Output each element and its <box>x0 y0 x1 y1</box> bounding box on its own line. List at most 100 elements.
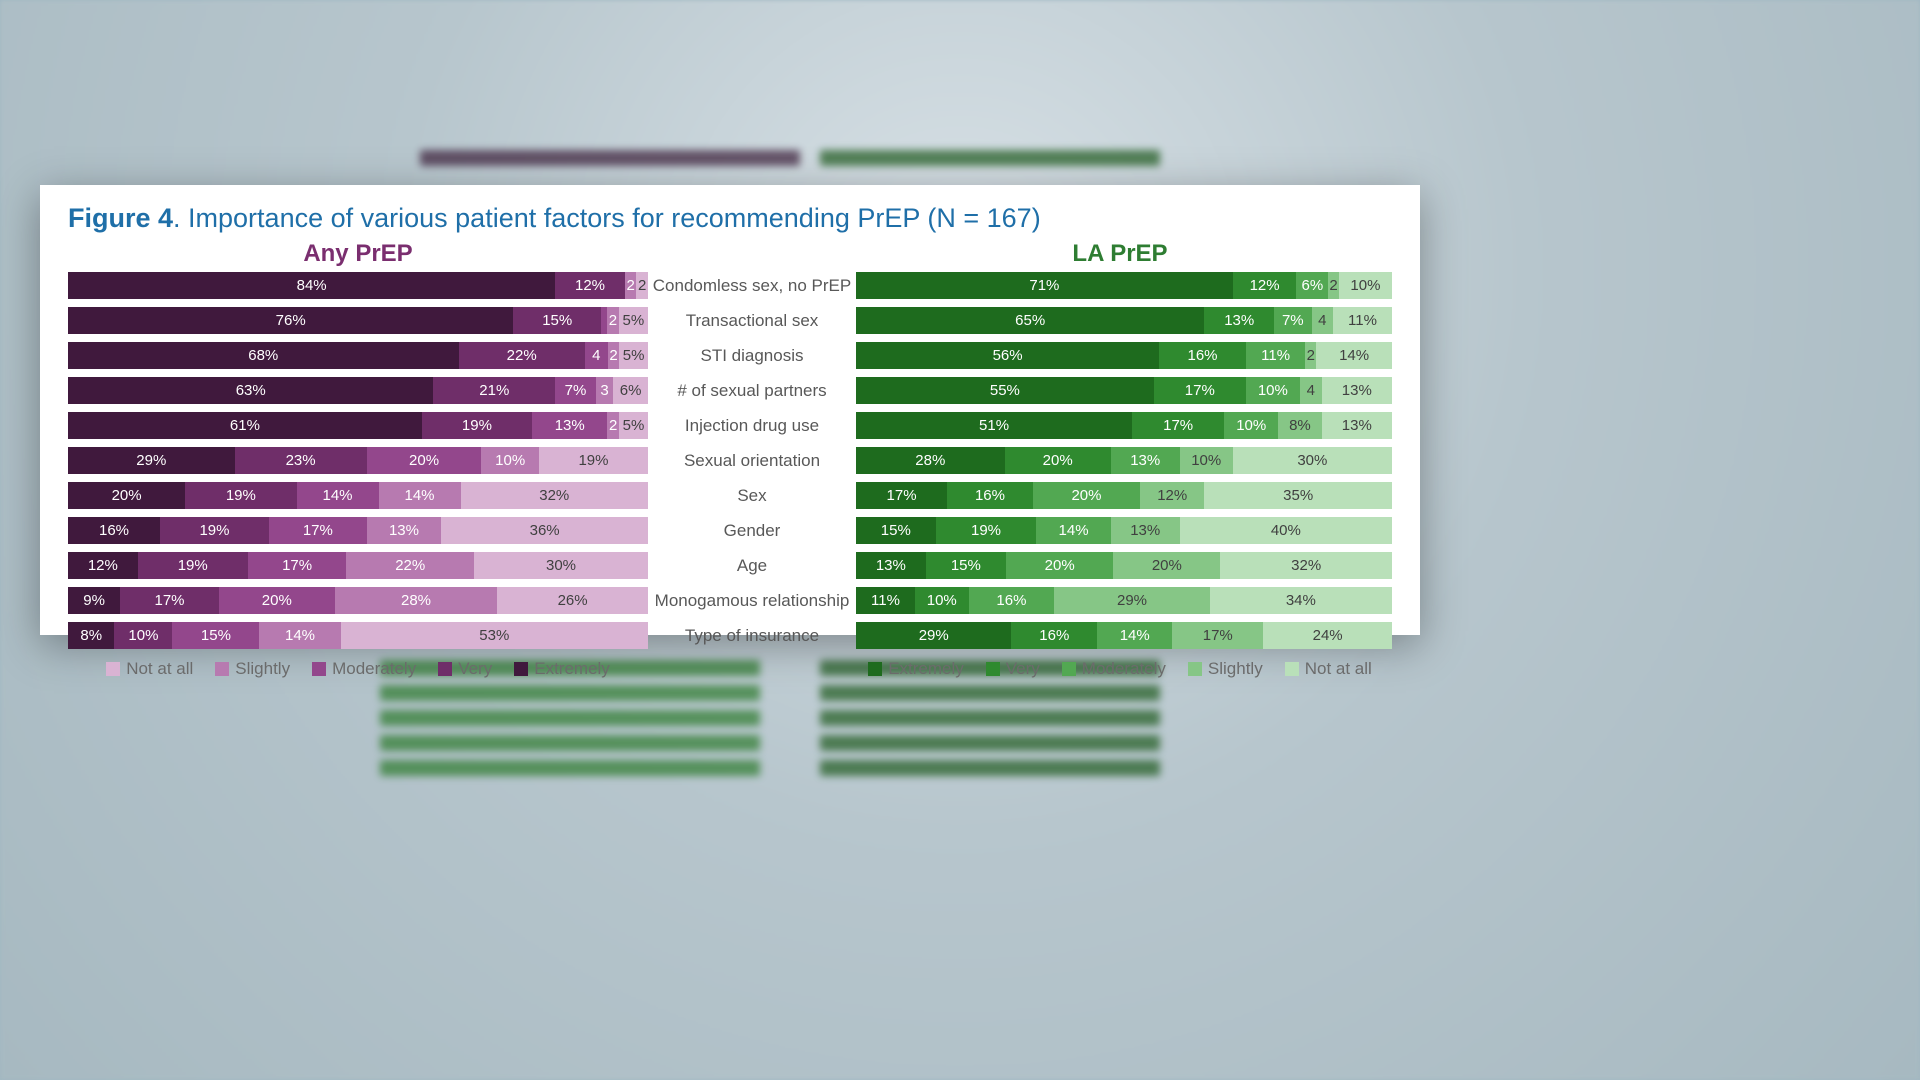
legend-label: Moderately <box>332 659 416 679</box>
legend-label: Not at all <box>126 659 193 679</box>
bar-segment: 19% <box>422 412 532 439</box>
bar-segment: 13% <box>1322 412 1392 439</box>
legend-label: Very <box>1006 659 1040 679</box>
bar-segment: 20% <box>367 447 482 474</box>
legend-item: Extremely <box>868 659 964 679</box>
chart-row: 5%213%19%61%Injection drug use51%17%10%8… <box>68 412 1392 439</box>
bar-segment: 40% <box>1180 517 1392 544</box>
legend-item: Extremely <box>514 659 610 679</box>
left-bar: 5%2422%68% <box>68 342 648 369</box>
bar-segment: 10% <box>1180 447 1233 474</box>
row-label: Transactional sex <box>648 312 856 330</box>
row-label: # of sexual partners <box>648 382 856 400</box>
legend-item: Moderately <box>1062 659 1166 679</box>
figure-panel: Figure 4. Importance of various patient … <box>40 185 1420 635</box>
chart-row: 30%22%17%19%12%Age13%15%20%20%32% <box>68 552 1392 579</box>
legend-swatch <box>1062 662 1076 676</box>
left-bar: 2212%84% <box>68 272 648 299</box>
bar-segment: 30% <box>474 552 648 579</box>
left-group-title: Any PrEP <box>68 240 648 268</box>
bar-segment: 8% <box>1278 412 1321 439</box>
chart-row: 32%14%14%19%20%Sex17%16%20%12%35% <box>68 482 1392 509</box>
chart-row: 53%14%15%10%8%Type of insurance29%16%14%… <box>68 622 1392 649</box>
figure-title: Figure 4. Importance of various patient … <box>68 203 1392 234</box>
bar-segment: 51% <box>856 412 1132 439</box>
legend-swatch <box>106 662 120 676</box>
bar-segment: 10% <box>114 622 172 649</box>
bar-segment: 17% <box>1132 412 1224 439</box>
bar-segment: 14% <box>379 482 461 509</box>
bar-segment: 13% <box>1204 307 1274 334</box>
bar-segment: 29% <box>68 447 235 474</box>
bar-segment: 21% <box>433 377 555 404</box>
bar-segment: 14% <box>1097 622 1172 649</box>
bar-segment: 26% <box>497 587 648 614</box>
right-bar: 28%20%13%10%30% <box>856 447 1392 474</box>
legend-item: Moderately <box>312 659 416 679</box>
bar-segment: 17% <box>1154 377 1246 404</box>
bar-segment: 71% <box>856 272 1233 299</box>
legend-item: Not at all <box>1285 659 1372 679</box>
legend-swatch <box>986 662 1000 676</box>
right-bar: 11%10%16%29%34% <box>856 587 1392 614</box>
bar-segment: 6% <box>613 377 648 404</box>
chart-row: 5%2422%68%STI diagnosis56%16%11%214% <box>68 342 1392 369</box>
row-label: Condomless sex, no PrEP <box>648 277 856 295</box>
legend-left: Not at all Slightly Moderately Very Extremel… <box>68 659 648 679</box>
left-bar: 26%28%20%17%9% <box>68 587 648 614</box>
bar-segment: 12% <box>1233 272 1297 299</box>
bar-segment: 5% <box>619 307 648 334</box>
column-titles: Any PrEP LA PrEP <box>68 240 1392 268</box>
right-bar: 55%17%10%413% <box>856 377 1392 404</box>
bar-segment: 63% <box>68 377 433 404</box>
legend-row: Not at all Slightly Moderately Very Extremel… <box>68 659 1392 679</box>
bar-segment: 65% <box>856 307 1204 334</box>
bar-segment: 13% <box>1322 377 1392 404</box>
bar-segment: 19% <box>936 517 1037 544</box>
bar-segment: 5% <box>619 412 648 439</box>
legend-label: Extremely <box>888 659 964 679</box>
legend-item: Slightly <box>1188 659 1263 679</box>
right-bar: 51%17%10%8%13% <box>856 412 1392 439</box>
bar-segment: 16% <box>947 482 1033 509</box>
bar-segment: 14% <box>1036 517 1110 544</box>
chart-row: 6%37%21%63%# of sexual partners55%17%10%… <box>68 377 1392 404</box>
bar-segment: 19% <box>539 447 648 474</box>
bar-segment: 61% <box>68 412 422 439</box>
row-label: Monogamous relationship <box>648 592 856 610</box>
chart-rows: 2212%84%Condomless sex, no PrEP71%12%6%2… <box>68 272 1392 649</box>
bar-segment: 2 <box>607 307 619 334</box>
bar-segment: 20% <box>1113 552 1220 579</box>
bar-segment: 14% <box>297 482 379 509</box>
bar-segment: 2 <box>636 272 648 299</box>
bar-segment: 34% <box>1210 587 1392 614</box>
bar-segment: 7% <box>555 377 596 404</box>
bar-segment: 28% <box>335 587 497 614</box>
bar-segment: 14% <box>259 622 340 649</box>
left-bar: 5%213%19%61% <box>68 412 648 439</box>
bar-segment: 15% <box>926 552 1006 579</box>
bar-segment: 23% <box>235 447 367 474</box>
chart-row: 19%10%20%23%29%Sexual orientation28%20%1… <box>68 447 1392 474</box>
legend-label: Slightly <box>235 659 290 679</box>
bar-segment: 16% <box>68 517 160 544</box>
chart-row: 26%28%20%17%9%Monogamous relationship11%… <box>68 587 1392 614</box>
legend-label: Very <box>458 659 492 679</box>
bar-segment: 16% <box>969 587 1055 614</box>
figure-title-text: . Importance of various patient factors … <box>173 203 1041 233</box>
legend-swatch <box>215 662 229 676</box>
right-bar: 71%12%6%210% <box>856 272 1392 299</box>
bar-segment: 13% <box>367 517 442 544</box>
bar-segment: 20% <box>1006 552 1113 579</box>
legend-item: Very <box>438 659 492 679</box>
bar-segment: 32% <box>1220 552 1392 579</box>
legend-swatch <box>312 662 326 676</box>
bar-segment: 12% <box>1140 482 1204 509</box>
left-bar: 53%14%15%10%8% <box>68 622 648 649</box>
row-label: Gender <box>648 522 856 540</box>
bar-segment: 14% <box>1316 342 1392 369</box>
bar-segment: 8% <box>68 622 114 649</box>
bar-segment: 4 <box>585 342 608 369</box>
bar-segment: 7% <box>1274 307 1312 334</box>
right-bar: 65%13%7%411% <box>856 307 1392 334</box>
